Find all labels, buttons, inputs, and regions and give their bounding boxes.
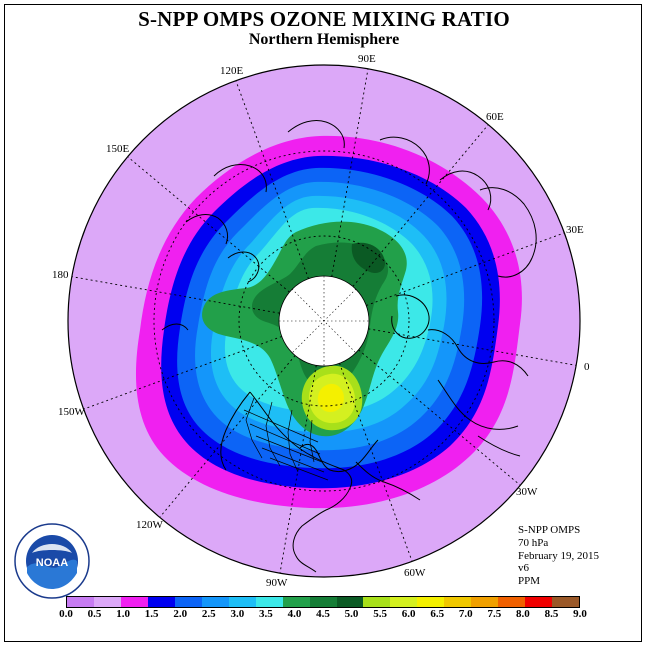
polar-gap-graticule [279, 276, 369, 366]
lon-label-90e: 90E [358, 53, 376, 65]
colorbar-tick-label: 8.0 [516, 608, 530, 620]
map-subtitle: Northern Hemisphere [248, 31, 400, 48]
ozone-band-5.0 [351, 242, 386, 274]
colorbar-tick-label: 5.5 [373, 608, 387, 620]
colorbar-tick-label: 7.0 [458, 608, 473, 620]
info-instrument: S-NPP OMPS [518, 524, 581, 536]
colorbar-tick-label: 8.5 [544, 608, 559, 620]
lon-label-60w: 60W [404, 567, 426, 579]
colorbar-swatch [363, 597, 391, 607]
lon-label-0: 0 [584, 361, 590, 373]
colorbar [66, 596, 580, 608]
colorbar-swatch [201, 597, 229, 607]
state-borders [243, 397, 329, 481]
info-date: February 19, 2015 [518, 549, 599, 562]
colorbar-swatch [525, 597, 553, 607]
colorbar-tick-label: 0.5 [87, 608, 102, 620]
lon-label-60e: 60E [486, 111, 504, 123]
noaa-logo-text: NOAA [36, 557, 68, 569]
lon-label-120e: 120E [220, 65, 244, 77]
info-version: v6 [518, 562, 529, 575]
info-units: PPM [518, 575, 541, 588]
colorbar-tick-label: 4.0 [287, 608, 302, 620]
lon-label-30e: 30E [566, 224, 584, 236]
lon-label-180: 180 [52, 269, 69, 281]
colorbar-swatch [67, 597, 94, 607]
colorbar-swatch [93, 597, 121, 607]
colorbar-swatch [498, 597, 526, 607]
colorbar-swatch [309, 597, 337, 607]
colorbar-tick-label: 2.5 [201, 608, 216, 620]
colorbar-swatch [120, 597, 148, 607]
colorbar-swatch [336, 597, 364, 607]
colorbar-tick-label: 4.5 [316, 608, 330, 620]
colorbar-tick-label: 1.5 [144, 608, 159, 620]
map-boundary [67, 64, 581, 578]
info-level: 70 hPa [518, 536, 549, 549]
colorbar-tick-label: 0.0 [59, 608, 73, 620]
lon-label-90w: 90W [266, 577, 288, 589]
lon-label-120w: 120W [136, 519, 164, 531]
map-title: S-NPP OMPS OZONE MIXING RATIO [138, 7, 510, 31]
colorbar-swatch [147, 597, 175, 607]
lon-label-30w: 30W [516, 486, 538, 498]
colorbar-swatch [471, 597, 499, 607]
noaa-logo: NOAA [14, 523, 90, 599]
ozone-band-6.5 [317, 383, 344, 412]
coastlines [161, 119, 537, 573]
graticule [68, 68, 580, 574]
colorbar-swatch [417, 597, 445, 607]
colorbar-tick-label: 6.5 [430, 608, 445, 620]
colorbar-swatch [390, 597, 418, 607]
colorbar-tick-label: 3.5 [259, 608, 273, 620]
colorbar-swatch [282, 597, 310, 607]
info-block: S-NPP OMPS 70 hPa February 19, 2015 v6 P… [518, 524, 599, 588]
lon-label-150w: 150W [58, 406, 86, 418]
colorbar-swatch [444, 597, 472, 607]
colorbar-swatch [552, 597, 580, 607]
colorbar-swatch [228, 597, 256, 607]
colorbar-tick-label: 9.0 [573, 608, 587, 620]
lon-label-150e: 150E [106, 143, 130, 155]
colorbar-tick-label: 3.0 [230, 608, 245, 620]
colorbar-tick-label: 2.0 [173, 608, 188, 620]
colorbar-tick-label: 7.5 [487, 608, 502, 620]
figure-frame [4, 4, 642, 642]
colorbar-tick-label: 5.0 [344, 608, 359, 620]
colorbar-tick-label: 6.0 [401, 608, 416, 620]
colorbar-swatch [174, 597, 202, 607]
colorbar-labels: 0.0 0.5 1.0 1.5 2.0 2.5 3.0 3.5 4.0 4.5 5.0 5.5 6.0 6… [0, 608, 648, 624]
colorbar-tick-label: 1.0 [116, 608, 130, 620]
colorbar-swatch [255, 597, 283, 607]
